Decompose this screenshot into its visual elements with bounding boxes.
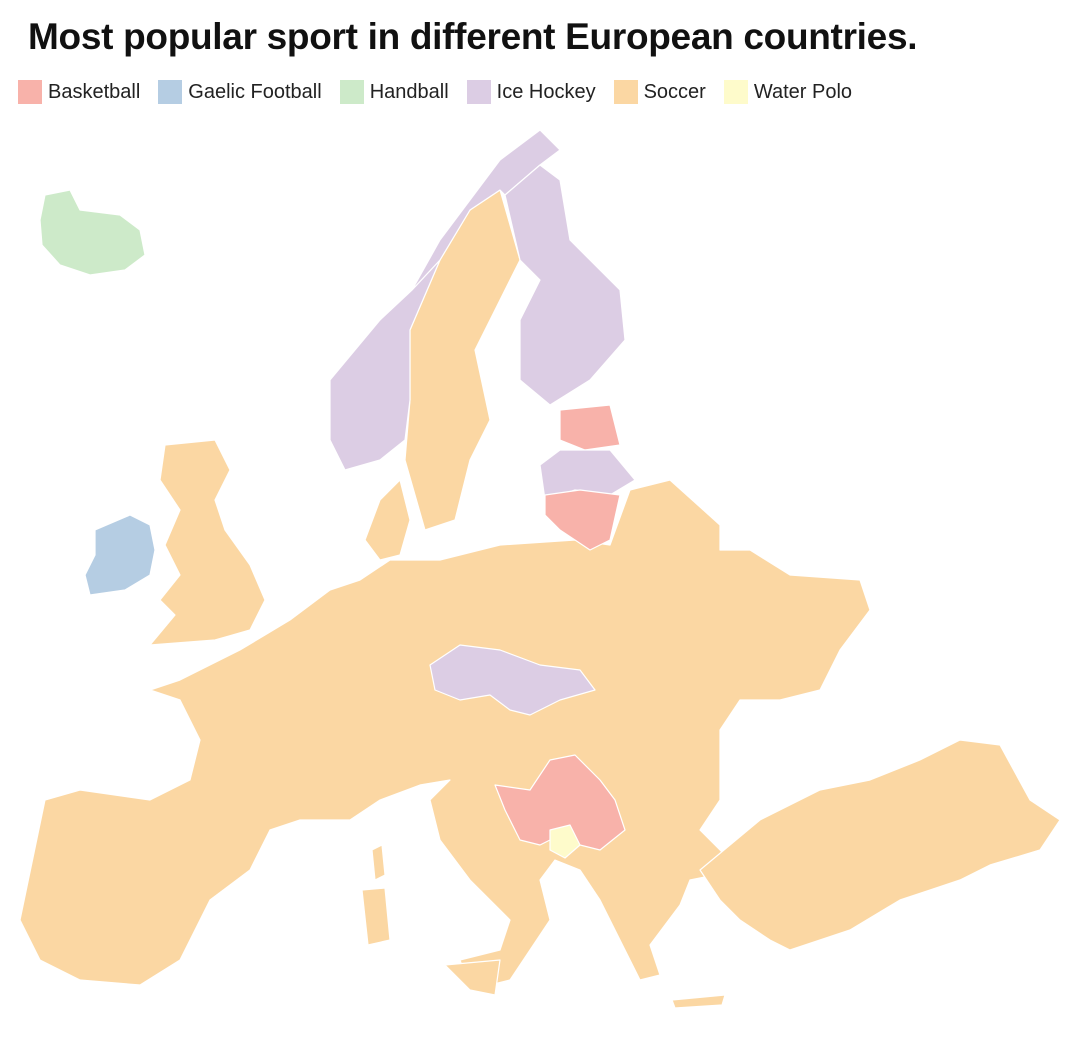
montenegro: [549, 824, 581, 859]
legend-item: Basketball: [18, 80, 140, 104]
lithuania: [544, 489, 621, 551]
norway-north: [411, 129, 561, 291]
crete: [671, 994, 726, 1009]
legend-swatch: [18, 80, 42, 104]
legend-swatch: [339, 80, 364, 104]
corsica: [371, 844, 386, 881]
legend-swatch: [158, 80, 183, 104]
norway: [329, 259, 441, 471]
turkey: [699, 739, 1061, 951]
legend-label: Handball: [369, 80, 449, 103]
great-britain: [149, 439, 266, 646]
continental-europe: [19, 479, 871, 991]
czech-slovakia: [429, 644, 596, 716]
legend-item: Handball: [339, 80, 449, 104]
legend-item: Water Polo: [723, 80, 853, 104]
legend-swatch: [613, 80, 638, 104]
legend-item: Ice Hockey: [466, 80, 596, 104]
finland: [504, 164, 626, 406]
estonia: [559, 404, 621, 451]
iceland: [39, 189, 146, 276]
sweden: [404, 189, 521, 531]
sicily: [444, 959, 501, 996]
legend-label: Basketball: [48, 80, 141, 103]
legend-label: Gaelic Football: [188, 80, 322, 103]
legend-label: Ice Hockey: [496, 80, 596, 103]
serbia-bosnia: [494, 754, 626, 851]
legend-item: Gaelic Football: [158, 80, 322, 104]
title: Most popular sport in different European…: [28, 16, 918, 57]
legend-label: Soccer: [643, 80, 706, 103]
sardinia: [361, 887, 391, 946]
legend-item: Soccer: [613, 80, 706, 104]
legend-swatch: [466, 80, 491, 104]
denmark: [364, 479, 411, 561]
legend: Basketball Gaelic Football Handball Ice Hoc…: [18, 80, 852, 104]
ireland: [84, 514, 156, 596]
legend-label: Water Polo: [753, 80, 853, 103]
legend-swatch: [723, 80, 748, 104]
